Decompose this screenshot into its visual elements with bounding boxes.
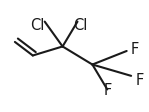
- Text: F: F: [136, 72, 144, 87]
- Text: F: F: [103, 83, 111, 97]
- Text: F: F: [131, 42, 139, 57]
- Text: Cl: Cl: [30, 18, 44, 33]
- Text: Cl: Cl: [73, 18, 88, 33]
